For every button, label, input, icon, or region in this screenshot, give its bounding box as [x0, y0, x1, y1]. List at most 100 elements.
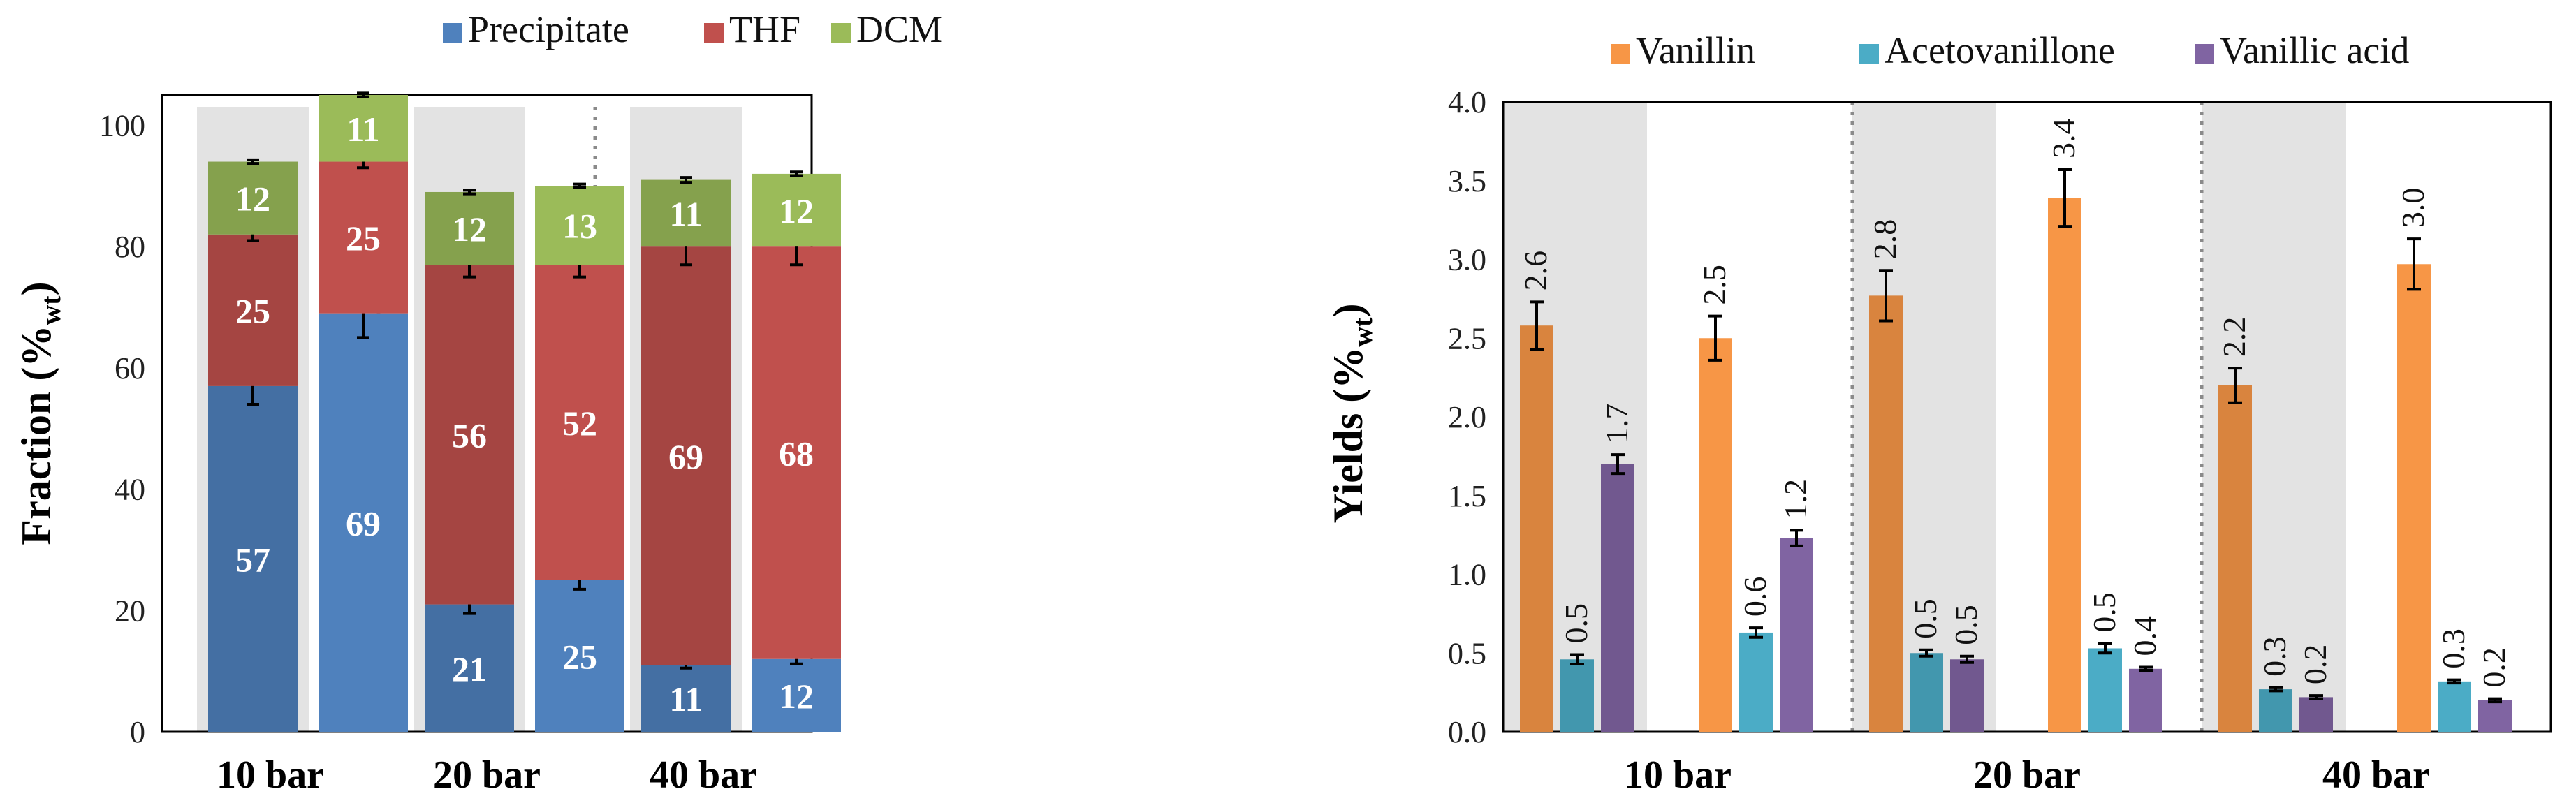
data-label: 2.2: [2216, 317, 2252, 358]
bar: [1910, 653, 1943, 732]
legend-label: Vanillin: [1636, 29, 1755, 71]
x-category-label: 40 bar: [2322, 753, 2430, 797]
data-label: 52: [562, 404, 597, 443]
y-tick-label: 100: [99, 108, 145, 142]
y-tick-label: 40: [115, 473, 145, 507]
plot-frame: [1502, 101, 2552, 733]
bar-segment: [208, 234, 298, 386]
y-axis-title-main: Yields (%: [1325, 347, 1371, 524]
bar: [1520, 325, 1553, 732]
y-tick-label: 1.5: [1448, 479, 1486, 513]
legend-label: Acetovanillone: [1885, 29, 2115, 71]
bar: [2088, 648, 2122, 732]
data-label: 3.4: [2046, 118, 2081, 159]
fraction-chart: 0 20 40 60 80 100 57 25 12 69 25 11 21 56 12 25 52 13 11 69…: [13, 8, 942, 797]
data-label: 0.2: [2297, 645, 2333, 685]
bar: [2299, 697, 2333, 732]
bar-segment: [641, 179, 731, 247]
data-label: 2.6: [1518, 251, 1553, 291]
y-axis-title-main: Fraction (%: [13, 325, 59, 545]
data-label: 0.6: [1737, 577, 1773, 617]
y-tick-label: 3.5: [1448, 164, 1486, 198]
y-tick-label: 0.5: [1448, 636, 1486, 670]
data-label: 57: [235, 540, 270, 579]
bar-segment: [425, 604, 514, 732]
bar: [1699, 338, 1732, 732]
y-axis-title: Yields (%wt): [1325, 304, 1378, 524]
x-category-label: 10 bar: [217, 753, 324, 797]
data-label: 11: [669, 194, 702, 233]
legend-label: Precipitate: [468, 8, 629, 50]
data-label: 0.5: [1558, 603, 1594, 644]
y-tick-label: 2.0: [1448, 400, 1486, 434]
bar-segment: [208, 385, 298, 732]
y-axis-title-close: ): [1325, 304, 1371, 318]
y-axis-title-close: ): [13, 281, 59, 295]
x-category-label: 20 bar: [433, 753, 541, 797]
data-label: 25: [235, 291, 270, 330]
data-label: 68: [779, 434, 814, 473]
data-label: 11: [669, 679, 702, 719]
bar-segment: [752, 173, 841, 247]
bar-segment: [752, 246, 841, 659]
data-label: 0.5: [2086, 592, 2122, 633]
y-tick-label: 0: [130, 715, 145, 749]
y-axis-title: Fraction (%wt): [13, 281, 66, 545]
data-label: 13: [562, 207, 597, 246]
y-axis-title-sub: wt: [35, 295, 66, 325]
bar: [2478, 700, 2512, 732]
bar: [2218, 385, 2252, 732]
data-label: 0.4: [2127, 616, 2162, 656]
bar: [2438, 681, 2471, 732]
data-label: 0.2: [2476, 647, 2512, 688]
data-label: 69: [346, 503, 381, 543]
bar: [2129, 668, 2162, 732]
x-category-label: 10 bar: [1624, 753, 1732, 797]
bar: [1780, 538, 1813, 732]
bar-segment: [319, 313, 408, 732]
legend-swatch: [2195, 44, 2214, 64]
bar-segment: [535, 580, 624, 732]
data-label: 1.2: [1778, 479, 1813, 520]
legend-swatch: [443, 23, 462, 43]
bar-segment: [319, 161, 408, 314]
data-label: 3.0: [2395, 188, 2431, 228]
data-label: 2.5: [1697, 265, 1732, 305]
bar: [1739, 632, 1773, 732]
y-tick-label: 0.0: [1448, 715, 1486, 749]
data-label: 21: [452, 649, 487, 688]
data-label: 12: [452, 209, 487, 249]
bar-segment: [425, 191, 514, 265]
data-label: 0.5: [1908, 598, 1943, 639]
bar: [2048, 198, 2081, 732]
y-tick-label: 60: [115, 351, 145, 385]
data-label: 69: [668, 437, 703, 476]
data-label: 12: [779, 677, 814, 716]
bar-segment: [319, 95, 408, 162]
y-axis-title-sub: wt: [1347, 317, 1378, 347]
bar: [1950, 659, 1984, 732]
bar: [2259, 689, 2292, 732]
bar-segment: [535, 186, 624, 265]
data-label: 0.3: [2257, 636, 2292, 677]
data-label: 2.8: [1867, 219, 1903, 260]
data-label: 0.3: [2436, 628, 2471, 669]
data-label: 12: [779, 191, 814, 230]
x-category-label: 40 bar: [650, 753, 757, 797]
bar: [2397, 264, 2431, 732]
legend-label: THF: [729, 8, 800, 50]
data-label: 1.7: [1599, 404, 1634, 444]
data-label: 25: [346, 219, 381, 258]
data-label: 56: [452, 415, 487, 455]
y-tick-label: 4.0: [1448, 85, 1486, 119]
y-tick-label: 1.0: [1448, 558, 1486, 592]
legend-swatch: [704, 23, 724, 43]
data-label: 12: [235, 179, 270, 219]
legend-swatch: [1611, 44, 1630, 64]
bar-segment: [425, 265, 514, 605]
data-label: 0.5: [1948, 605, 1984, 645]
data-label: 11: [346, 110, 379, 149]
y-tick-label: 3.0: [1448, 243, 1486, 277]
bar: [1601, 464, 1634, 732]
